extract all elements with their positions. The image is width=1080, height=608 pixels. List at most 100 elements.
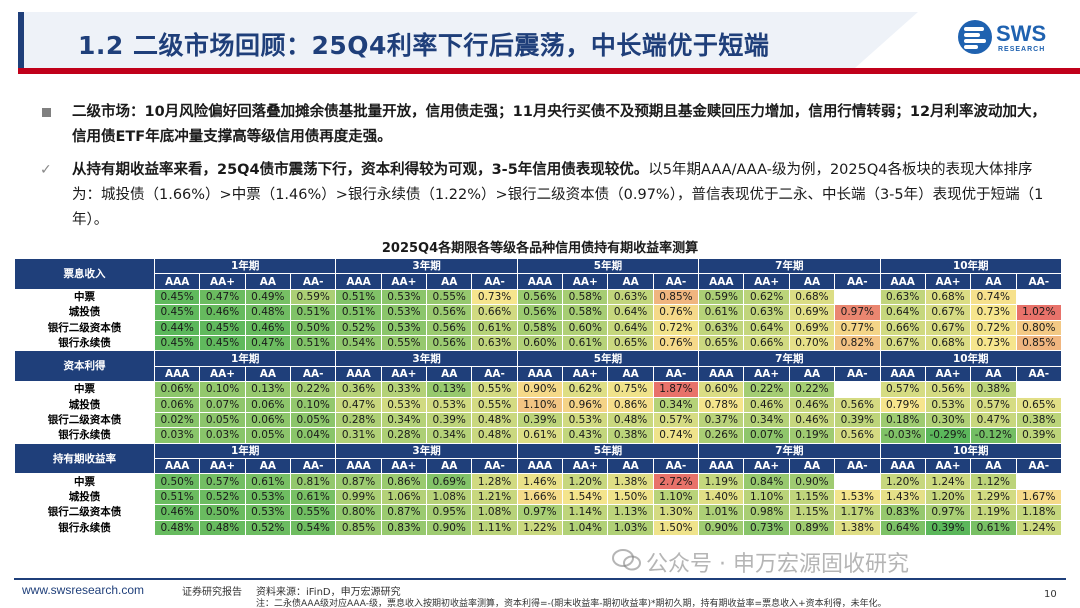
rating-header: AA+ xyxy=(743,458,790,475)
table-cell: 0.56% xyxy=(516,288,564,306)
table-cell: 0.45% xyxy=(153,334,201,352)
rating-header: AA+ xyxy=(924,273,972,290)
table-cell: 0.34% xyxy=(743,411,790,429)
table-cell: 0.38% xyxy=(1015,411,1063,429)
table-cell: 0.48% xyxy=(153,519,201,537)
table-cell: 1.11% xyxy=(471,519,518,537)
rating-header: AA- xyxy=(290,273,337,290)
table-cell: 0.64% xyxy=(743,319,790,336)
table-cell: 0.13% xyxy=(426,381,473,398)
table-row: 银行永续债 0.48% 0.48% 0.52% 0.54% 0.85% 0.83% 0.90%… xyxy=(14,519,1063,537)
table-cell: 0.37% xyxy=(698,411,745,429)
period-header: 1年期 xyxy=(153,442,337,460)
table-cell: 0.73% xyxy=(970,334,1017,352)
period-header: 3年期 xyxy=(335,257,518,275)
rating-header: AA xyxy=(426,273,473,290)
table-cell: 1.20% xyxy=(562,473,609,490)
period-header: 5年期 xyxy=(516,257,700,275)
rating-header: AA xyxy=(244,365,292,383)
rating-header: AAA xyxy=(516,458,564,475)
table-cell: 0.36% xyxy=(335,381,382,398)
table-cell: 1.38% xyxy=(834,519,881,537)
table-cell: 0.68% xyxy=(924,288,972,306)
table-cell: 0.69% xyxy=(788,304,836,321)
table-cell: 1.54% xyxy=(562,488,609,506)
table-cell: 1.30% xyxy=(652,504,700,521)
table-cell: 0.99% xyxy=(335,488,382,506)
rating-header: AA+ xyxy=(380,365,428,383)
rating-header: AAA xyxy=(516,273,564,290)
page-title: 1.2 二级市场回顾：25Q4利率下行后震荡，中长端优于短端 xyxy=(78,31,770,60)
table-cell: 0.87% xyxy=(380,504,428,521)
table-cell: 1.08% xyxy=(471,504,518,521)
table-cell: 0.28% xyxy=(380,427,428,444)
table-cell: 0.04% xyxy=(290,427,337,444)
table-cell: 0.05% xyxy=(199,411,246,429)
rating-header: AA- xyxy=(471,365,518,383)
table-cell: 0.51% xyxy=(290,304,337,321)
table-rating-header: AAA AA+ AA AA- AAA AA+ AA AA- AAA AA+ AA AA- AAA AA+ A… xyxy=(15,365,1063,383)
rating-header: AA xyxy=(607,273,654,290)
row-label: 银行永续债 xyxy=(14,334,155,352)
table-cell: 1.02% xyxy=(1015,304,1063,321)
rating-header: AAA xyxy=(153,273,201,290)
table-cell: 0.50% xyxy=(199,504,246,521)
table-cell: 0.64% xyxy=(879,519,926,537)
table-cell: 0.03% xyxy=(199,427,246,444)
table-cell: 0.57% xyxy=(879,381,926,398)
table-cell: 0.85% xyxy=(335,519,382,537)
footer-url[interactable]: www.swsresearch.com xyxy=(22,583,145,597)
watermark: 公众号 · 申万宏源固收研究 xyxy=(646,552,909,577)
check-bullet-icon: ✓ xyxy=(40,162,52,178)
table-cell: 0.66% xyxy=(743,334,790,352)
rating-header: AA+ xyxy=(924,458,972,475)
table-cell: 0.90% xyxy=(698,519,745,537)
title-underline xyxy=(18,68,1080,74)
table-cell: 0.61% xyxy=(244,473,292,490)
table-cell: 0.53% xyxy=(380,396,428,413)
logo-text: SWS xyxy=(996,21,1047,46)
table-cell: 1.66% xyxy=(516,488,564,506)
rating-header: AA xyxy=(970,273,1017,290)
table-cell: 0.50% xyxy=(153,473,201,490)
table-cell: 0.06% xyxy=(244,411,292,429)
table-cell: 0.33% xyxy=(380,381,428,398)
table-cell: 0.48% xyxy=(607,411,654,429)
table-row: 银行永续债 0.45% 0.45% 0.47% 0.51% 0.54% 0.55% 0.56%… xyxy=(14,334,1063,352)
table-cell: 0.53% xyxy=(380,304,428,321)
table-period-header: 票息收入 1年期 3年期 5年期 7年期 10年期 xyxy=(14,257,1062,290)
rating-header: AAA xyxy=(153,365,201,383)
table-cell: 0.47% xyxy=(970,411,1017,429)
footer-note: 注：二永债AAA级对应AAA-级，票息收入按期初收益率测算，资本利得=-(期末收… xyxy=(256,599,887,608)
table-cell: 0.61% xyxy=(562,334,609,352)
table-cell: 1.50% xyxy=(607,488,654,506)
table-cell: 0.60% xyxy=(698,381,745,398)
table-title: 2025Q4各期限各等级各品种信用债持有期收益率测算 xyxy=(381,241,699,256)
table-cell: 0.56% xyxy=(426,334,473,352)
period-header: 10年期 xyxy=(879,442,1062,460)
bullet-market: 二级市场：10月风险偏好回落叠加摊余债基批量开放，信用债走强；11月央行买债不及… xyxy=(40,100,1050,150)
table-cell: 1.12% xyxy=(970,473,1017,490)
table-cell: 0.85% xyxy=(1015,334,1063,352)
table-cell: 0.56% xyxy=(426,304,473,321)
table-cell: 0.48% xyxy=(471,411,518,429)
table-row: 中票 0.06% 0.10% 0.13% 0.22% 0.36% 0.33% 0.13% 0.5… xyxy=(14,381,1063,398)
table-cell: 0.07% xyxy=(743,427,790,444)
table-cell: 1.15% xyxy=(788,504,836,521)
table-cell: 1.21% xyxy=(471,488,518,506)
table-cell: 0.45% xyxy=(153,288,201,306)
table-cell: 0.90% xyxy=(788,473,836,490)
table-cell: 0.80% xyxy=(1015,319,1063,336)
table-cell: 0.34% xyxy=(652,396,700,413)
table-cell: 0.49% xyxy=(244,288,292,306)
period-header: 5年期 xyxy=(516,350,700,367)
table-cell: 0.56% xyxy=(924,381,972,398)
row-label: 中票 xyxy=(14,381,155,398)
period-header: 3年期 xyxy=(335,350,518,367)
rating-header: AA xyxy=(788,365,836,383)
table-cell: 0.38% xyxy=(970,381,1017,398)
table-cell: 0.60% xyxy=(562,319,609,336)
table-cell: 0.06% xyxy=(244,396,292,413)
table-cell: 0.52% xyxy=(335,319,382,336)
table-rating-header: AAA AA+ AA AA- AAA AA+ AA AA- AAA AA+ AA AA- AAA AA+ A… xyxy=(15,458,1063,475)
